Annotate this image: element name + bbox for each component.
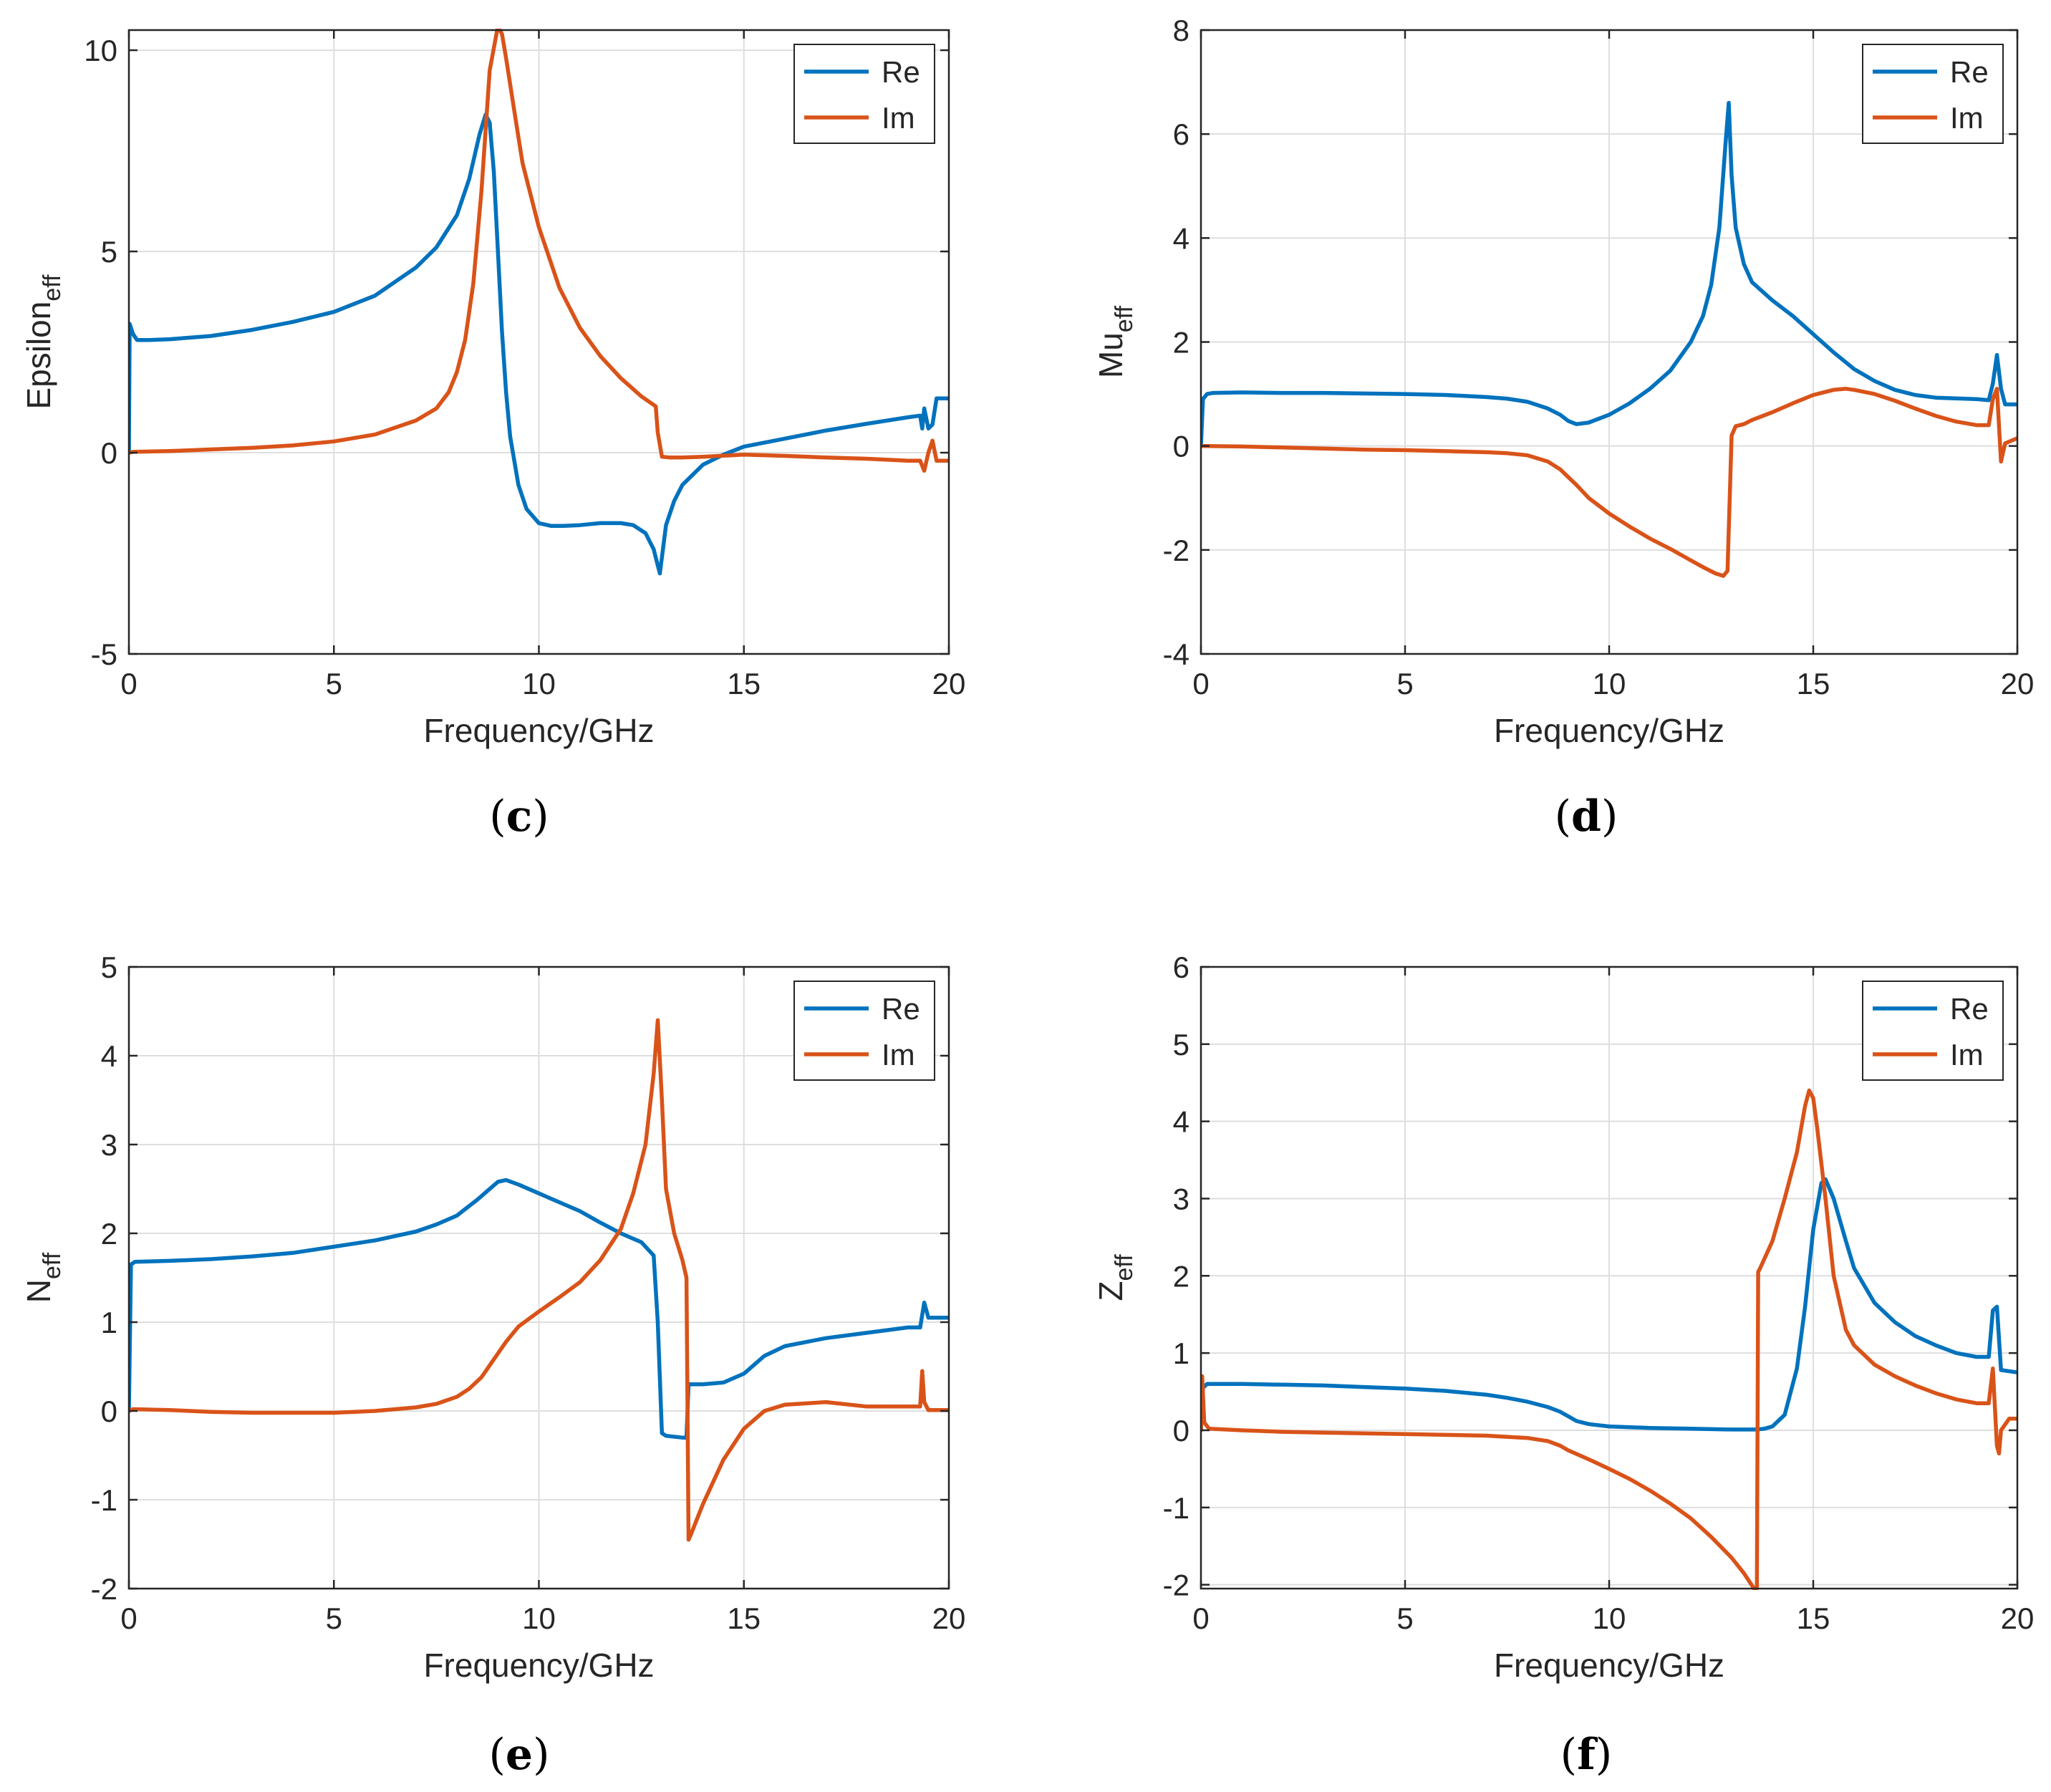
x-tick-label: 20 bbox=[2001, 667, 2035, 700]
series-line-im bbox=[129, 1018, 949, 1542]
series-line-im bbox=[1201, 387, 2017, 578]
y-tick-label: 0 bbox=[1173, 430, 1189, 463]
y-tick-label: 4 bbox=[101, 1039, 117, 1073]
series-line-im bbox=[129, 29, 949, 473]
y-axis-label-main: Epsilon bbox=[20, 302, 57, 410]
legend-label-re: Re bbox=[882, 992, 920, 1026]
series-line-re bbox=[1201, 100, 2017, 448]
y-tick-label: -4 bbox=[1163, 637, 1189, 671]
y-tick-label: 6 bbox=[1173, 950, 1189, 984]
series-line-re bbox=[129, 1177, 949, 1440]
y-axis-label-main: Z bbox=[1092, 1281, 1129, 1301]
x-tick-label: 10 bbox=[1593, 667, 1626, 700]
x-tick-label: 0 bbox=[120, 667, 137, 700]
legend-box bbox=[1862, 44, 2004, 144]
y-axis-label-main: Mu bbox=[1092, 332, 1129, 378]
y-tick-label: 5 bbox=[1173, 1028, 1189, 1061]
y-tick-label: -2 bbox=[1163, 534, 1189, 567]
x-tick-label: 0 bbox=[1192, 1601, 1209, 1635]
y-tick-label: -5 bbox=[91, 637, 117, 671]
legend-label-im: Im bbox=[1950, 101, 1984, 135]
y-tick-label: 6 bbox=[1173, 117, 1189, 151]
y-tick-label: 4 bbox=[1173, 1105, 1189, 1139]
y-axis-label-subscript: eff bbox=[1111, 1254, 1138, 1281]
y-tick-label: 2 bbox=[1173, 1259, 1189, 1293]
legend-box bbox=[793, 44, 935, 144]
series-line-re bbox=[1201, 1177, 2017, 1432]
x-tick-label: 0 bbox=[1192, 667, 1209, 700]
chart-panel-f: 0 5 10 15 20 -2 -1 0 1 2 3 4 5 6 Frequency/GHz Zeff Re Im bbox=[1092, 950, 2034, 1684]
legend: Re Im bbox=[1862, 44, 2004, 144]
x-tick-label: 10 bbox=[1593, 1601, 1626, 1635]
y-tick-label: -1 bbox=[1163, 1491, 1189, 1525]
x-tick-label: 5 bbox=[1396, 1601, 1413, 1635]
x-tick-label: 5 bbox=[326, 1601, 342, 1635]
y-axis-label-subscript: eff bbox=[1111, 305, 1138, 332]
y-tick-label: 5 bbox=[101, 950, 117, 984]
x-tick-label: 10 bbox=[522, 1601, 556, 1635]
x-tick-label: 0 bbox=[120, 1601, 137, 1635]
x-tick-label: 10 bbox=[522, 667, 556, 700]
panel-label-f: (f) bbox=[1560, 1730, 1613, 1780]
panel-label-d: (d) bbox=[1555, 791, 1618, 842]
y-axis-label: Neff bbox=[20, 1252, 66, 1303]
x-tick-label: 15 bbox=[727, 1601, 761, 1635]
x-tick-label: 15 bbox=[727, 667, 761, 700]
chart-panel-e: 0 5 10 15 20 -2 -1 0 1 2 3 4 5 Frequency/GHz Neff Re Im bbox=[20, 950, 965, 1684]
legend: Re Im bbox=[793, 44, 935, 144]
legend-box bbox=[793, 981, 935, 1081]
legend-label-re: Re bbox=[882, 55, 920, 89]
y-tick-label: 3 bbox=[1173, 1182, 1189, 1215]
y-tick-label: -1 bbox=[91, 1483, 117, 1517]
y-tick-label: 0 bbox=[1173, 1414, 1189, 1447]
legend: Re Im bbox=[1862, 981, 2004, 1081]
y-tick-label: -2 bbox=[91, 1572, 117, 1606]
x-axis-label: Frequency/GHz bbox=[423, 1647, 654, 1684]
y-axis-label-subscript: eff bbox=[39, 274, 66, 302]
x-tick-label: 5 bbox=[1396, 667, 1413, 700]
x-tick-label: 20 bbox=[2001, 1601, 2035, 1635]
y-axis-label-main: N bbox=[20, 1279, 57, 1303]
x-tick-label: 20 bbox=[932, 1601, 966, 1635]
y-tick-label: 1 bbox=[1173, 1336, 1189, 1370]
legend: Re Im bbox=[793, 981, 935, 1081]
panel-label-c: (c) bbox=[489, 791, 549, 842]
legend-label-re: Re bbox=[1950, 55, 1989, 89]
y-axis-label: Zeff bbox=[1092, 1254, 1138, 1301]
y-tick-label: 3 bbox=[101, 1128, 117, 1162]
x-tick-label: 20 bbox=[932, 667, 966, 700]
x-axis-label: Frequency/GHz bbox=[423, 712, 654, 749]
y-tick-label: 1 bbox=[101, 1306, 117, 1339]
legend-box bbox=[1862, 981, 2004, 1081]
y-tick-label: 5 bbox=[101, 235, 117, 269]
y-axis-label: Epsiloneff bbox=[20, 274, 66, 410]
panel-label-e: (e) bbox=[488, 1730, 549, 1780]
x-axis-label: Frequency/GHz bbox=[1494, 712, 1724, 749]
legend-label-im: Im bbox=[882, 101, 915, 135]
y-axis-label: Mueff bbox=[1092, 305, 1138, 378]
y-tick-label: 2 bbox=[1173, 326, 1189, 360]
legend-label-im: Im bbox=[1950, 1038, 1984, 1071]
y-tick-label: 0 bbox=[101, 1394, 117, 1428]
y-tick-label: 4 bbox=[1173, 221, 1189, 255]
legend-label-im: Im bbox=[882, 1038, 915, 1071]
y-tick-label: 2 bbox=[101, 1217, 117, 1251]
y-tick-label: 0 bbox=[101, 436, 117, 470]
x-tick-label: 15 bbox=[1797, 667, 1830, 700]
chart-panel-d: 0 5 10 15 20 -4 -2 0 2 4 6 8 Frequency/GHz Mueff Re Im bbox=[1092, 14, 2034, 749]
x-tick-label: 5 bbox=[326, 667, 342, 700]
y-tick-label: -2 bbox=[1163, 1569, 1189, 1602]
y-tick-label: 10 bbox=[84, 34, 117, 67]
x-axis-label: Frequency/GHz bbox=[1494, 1647, 1724, 1684]
y-tick-label: 8 bbox=[1173, 14, 1189, 47]
series-line-re bbox=[129, 112, 949, 576]
legend-label-re: Re bbox=[1950, 992, 1989, 1026]
x-tick-label: 15 bbox=[1797, 1601, 1830, 1635]
chart-panel-c: 0 5 10 15 20-50510Frequency/GHzEpsiloneffReI… bbox=[20, 29, 966, 749]
y-axis-label-subscript: eff bbox=[39, 1252, 66, 1279]
